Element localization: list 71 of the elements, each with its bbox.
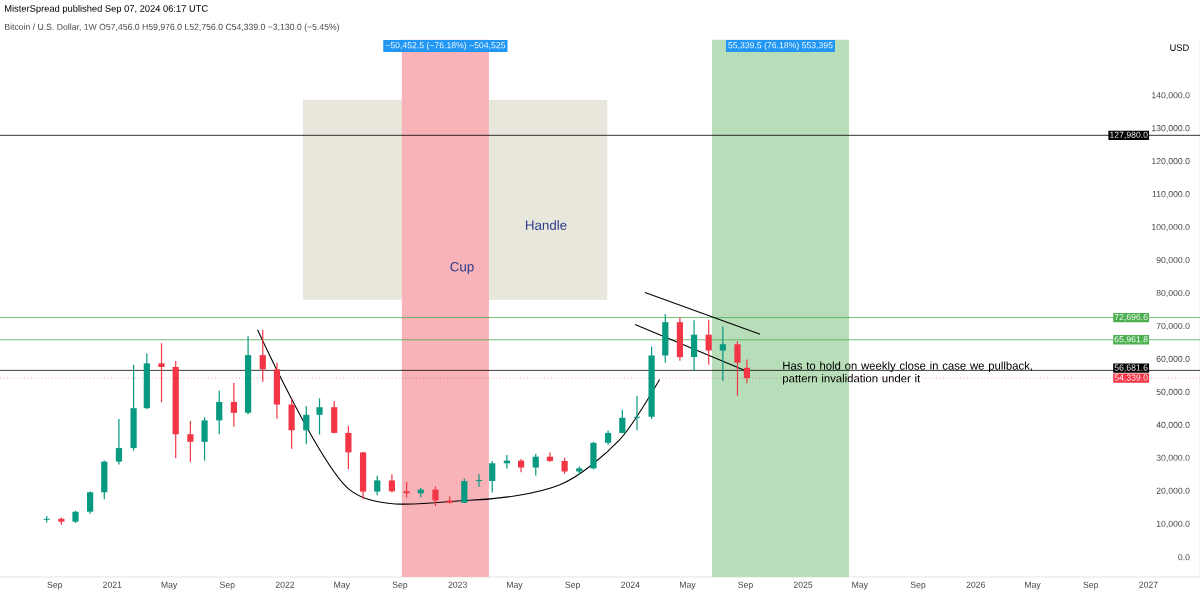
x-tick-label: Sep [47,581,63,590]
x-tick-label: 2026 [966,581,985,588]
candlestick [115,418,123,466]
x-tick-label: 2027 [1139,581,1158,588]
x-tick-label: May [852,581,868,590]
candlestick [532,453,539,477]
x-tick-label: Sep [565,581,580,590]
y-tick-label: 90,000.0 [1156,256,1190,265]
candlestick [216,390,223,435]
candlestick [316,397,323,436]
y-tick-label: 100,000.0 [1152,223,1190,232]
y-tick-label: 30,000.0 [1156,454,1190,462]
y-tick-label: 50,000.0 [1156,388,1190,396]
candlestick [187,420,194,463]
chart-subtitle: MisterSpread published Sep 07, 2024 06:17 UTC [5,4,208,14]
x-tick-label: 2022 [275,581,295,588]
candlestick [719,325,726,382]
x-tick-label: Sep [219,581,235,590]
x-tick-label: 2025 [793,581,813,588]
band-label: 55,339.5 (76.18%) 553,395 [728,41,833,50]
x-tick-label: May [1025,581,1041,590]
candlestick [158,342,165,403]
x-tick-label: 2024 [621,581,640,588]
band-label: −50,452.5 (−76.18%) −504,525 [385,41,506,50]
ref-line-label: 56,681.6 [1114,364,1148,372]
candlestick [345,425,352,470]
x-tick-label: 2021 [103,581,122,588]
chart-title: Bitcoin / U.S. Dollar, 1W O57,456.0 H59,976.0 L52,756.0 C54,339.0 −3,130.0 (−5.45%) [4,23,340,32]
x-tick-label: Sep [910,581,926,590]
y-tick-label: 60,000.0 [1156,355,1190,363]
y-tick-label: 120,000.0 [1152,158,1190,166]
candlestick [633,395,641,431]
candlestick [475,473,483,488]
annotation: Has to hold on weekly close in case we pullback, pattern invalidation under it [783,361,1032,385]
y-tick-label: 10,000.0 [1156,520,1190,528]
candlestick [374,475,381,496]
x-tick-label: Sep [392,581,408,590]
y-tick-label: 40,000.0 [1156,421,1190,429]
candlestick [201,416,208,462]
ref-line-label: 65,961.8 [1114,336,1148,344]
candlestick [230,382,238,428]
x-tick-label: May [161,581,178,590]
candlestick [259,329,266,383]
ref-line-label: 54,339.0 [1114,374,1148,382]
x-tick-label: May [506,581,523,590]
candlestick [690,319,698,372]
candlestick [303,405,310,445]
y-tick-label: 110,000.0 [1152,191,1190,199]
x-tick-label: Sep [738,581,753,590]
y-tick-label: 70,000.0 [1156,322,1190,331]
candlestick [734,340,741,397]
candlestick [388,473,396,494]
x-tick-label: 2023 [448,581,467,588]
annotation: Handle [525,220,567,230]
y-tick-label: 80,000.0 [1156,289,1190,298]
candlestick [743,358,751,384]
ref-line-label: 72,696.6 [1114,313,1148,322]
y-tick-label: 140,000.0 [1152,92,1190,100]
candlestick [461,477,468,504]
y-tick-label: 20,000.0 [1156,487,1190,495]
x-tick-label: Sep [1083,581,1099,590]
candlestick [432,485,439,507]
candlestick [705,319,712,366]
y-tick-label: 0.0 [1178,554,1190,561]
annotation: Cup [450,261,474,275]
x-tick-label: May [334,581,350,590]
x-tick-label: May [679,581,696,590]
annotation: USD [1170,44,1189,51]
ref-line-label: 127,980.0 [1110,131,1148,139]
y-tick-label: 130,000.0 [1152,125,1190,133]
candlestick [489,460,496,494]
